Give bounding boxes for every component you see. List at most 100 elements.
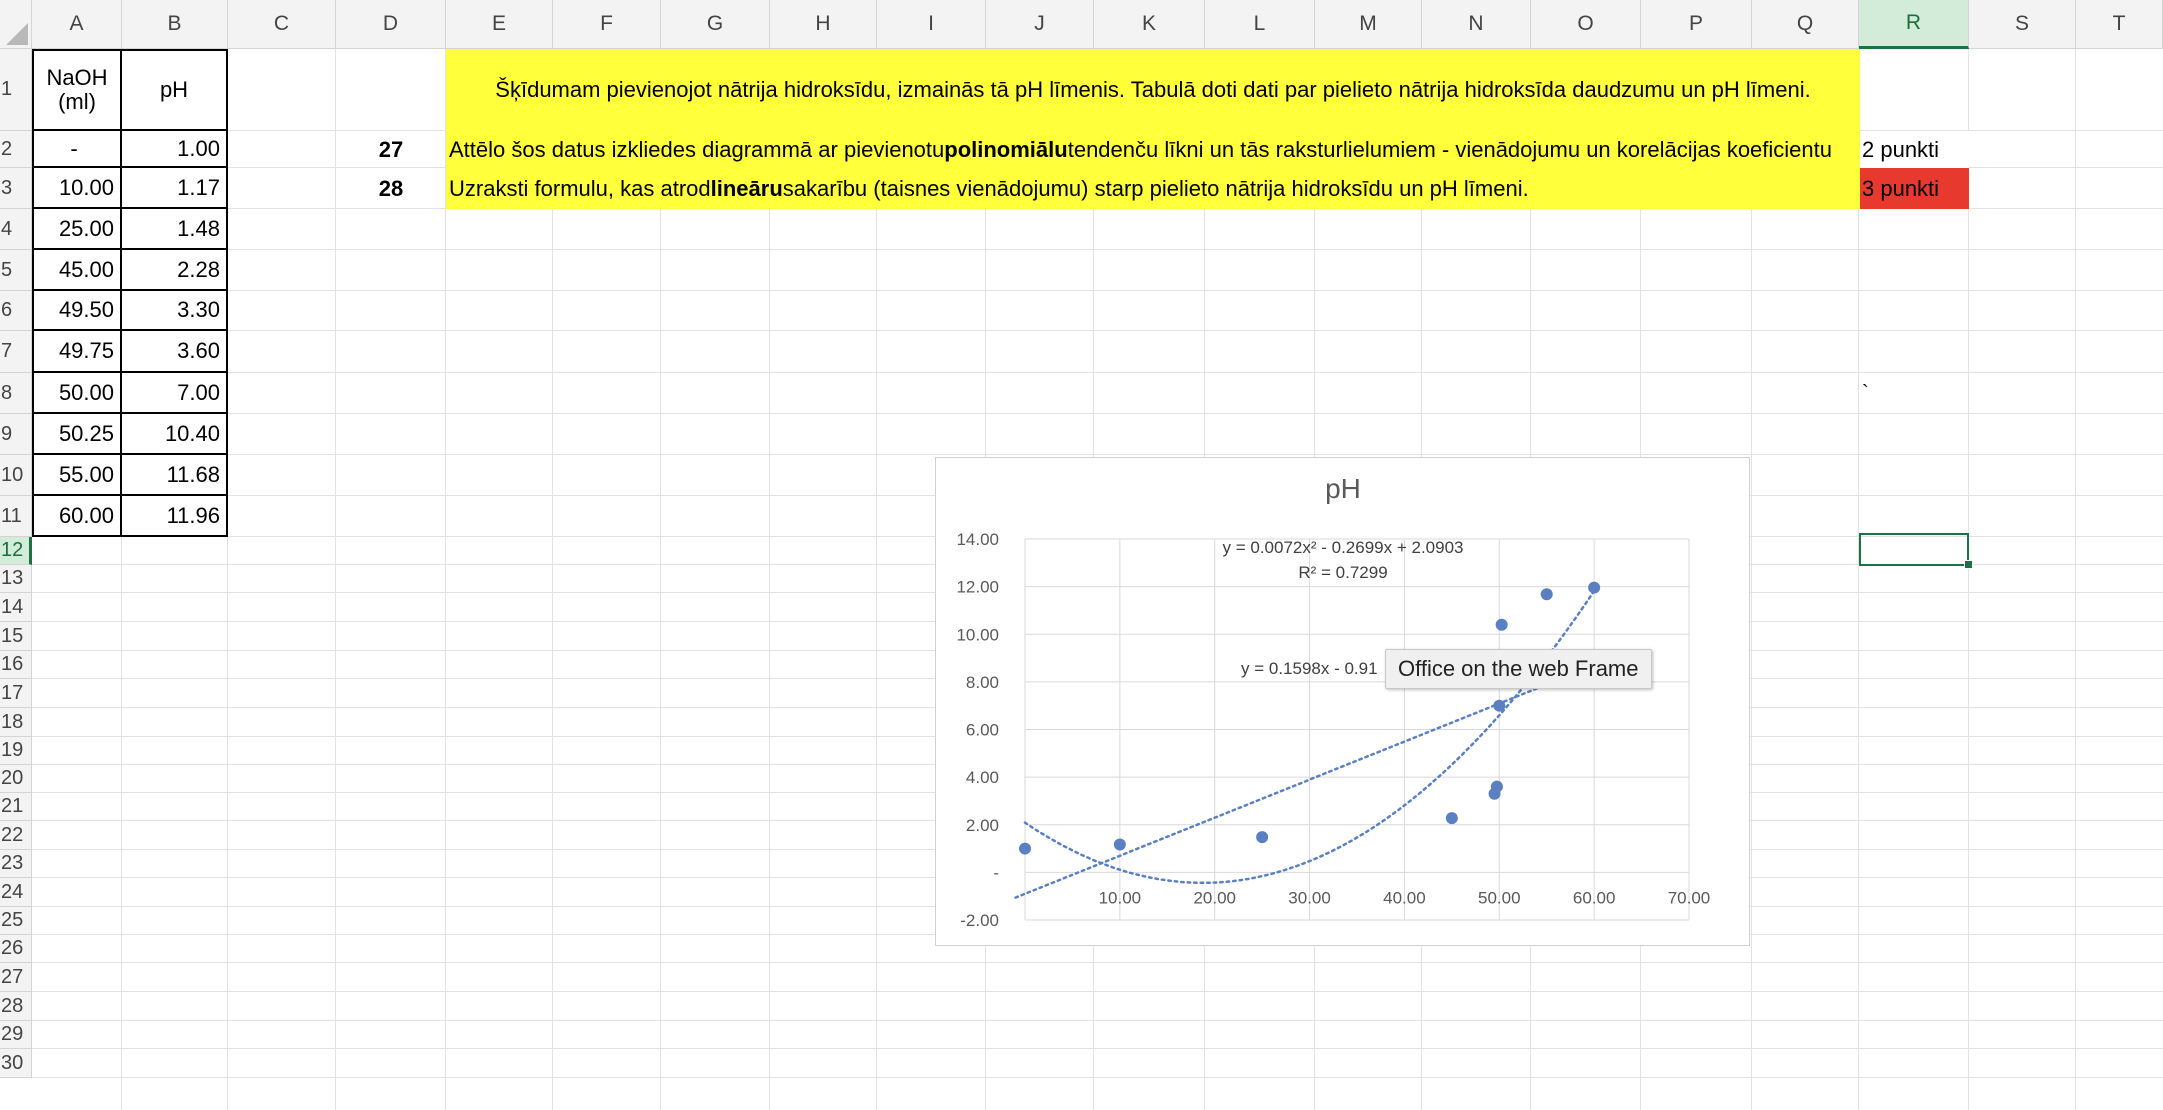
table-cell-naoh[interactable]: 10.00 [32,168,122,209]
column-header-f[interactable]: F [553,0,661,49]
table-cell-naoh[interactable]: 45.00 [32,250,122,291]
table-cell-naoh[interactable]: 49.50 [32,291,122,331]
row-header-24[interactable]: 24 [0,878,32,907]
gridline-horizontal [32,1020,2163,1021]
row-header-3[interactable]: 3 [0,168,32,209]
row-header-4[interactable]: 4 [0,209,32,250]
row-header-2[interactable]: 2 [0,131,32,168]
gridline-vertical [335,49,336,1110]
gridline-vertical [876,49,877,1110]
row-header-13[interactable]: 13 [0,565,32,593]
row-header-17[interactable]: 17 [0,679,32,708]
table-cell-ph[interactable]: 3.60 [122,331,228,373]
chart-x-tick-label: 10.00 [1099,888,1142,907]
gridline-vertical [1968,49,1969,1110]
row-header-14[interactable]: 14 [0,593,32,622]
gridline-horizontal [32,1048,2163,1049]
task-28-number[interactable]: 28 [378,175,404,201]
table-cell-ph[interactable]: 1.48 [122,209,228,250]
column-header-r[interactable]: R [1859,0,1969,49]
gridline-horizontal [32,454,2163,455]
column-header-i[interactable]: I [877,0,986,49]
column-header-g[interactable]: G [661,0,770,49]
chart-data-point [1495,618,1508,631]
tooltip-text: Office on the web Frame [1398,656,1639,681]
row-header-25[interactable]: 25 [0,907,32,935]
task-27-number[interactable]: 27 [378,136,404,162]
task-intro[interactable]: Šķīdumam pievienojot nātrija hidroksīdu,… [446,49,1860,131]
gridline-horizontal [32,1077,2163,1078]
task-28-points[interactable]: 3 punkti [1862,168,1969,209]
row-header-21[interactable]: 21 [0,793,32,821]
column-header-a[interactable]: A [32,0,122,49]
active-cell-r12[interactable] [1859,533,1969,566]
points-28-highlight [1860,168,1969,209]
row-header-29[interactable]: 29 [0,1021,32,1049]
table-cell-ph[interactable]: 7.00 [122,373,228,414]
column-header-d[interactable]: D [336,0,446,49]
column-header-b[interactable]: B [122,0,228,49]
row-header-7[interactable]: 7 [0,331,32,373]
table-cell-ph[interactable]: 2.28 [122,250,228,291]
row-header-1[interactable]: 1 [0,49,32,131]
row-header-5[interactable]: 5 [0,250,32,291]
chart-x-tick-label: 30.00 [1288,888,1331,907]
column-header-q[interactable]: Q [1752,0,1859,49]
column-header-s[interactable]: S [1969,0,2076,49]
table-header-naoh[interactable]: NaOH (ml) [32,49,122,131]
task-27-points[interactable]: 2 punkti [1862,131,1969,168]
row-header-18[interactable]: 18 [0,708,32,737]
gridline-vertical [1858,49,1859,1110]
fill-handle[interactable] [1964,560,1973,569]
column-header-k[interactable]: K [1094,0,1205,49]
column-header-j[interactable]: J [986,0,1094,49]
row-header-15[interactable]: 15 [0,622,32,651]
poly-equation-label: y = 0.0072x² - 0.2699x + 2.0903 [1222,538,1463,557]
table-cell-ph[interactable]: 11.68 [122,455,228,496]
table-cell-ph[interactable]: 1.17 [122,168,228,209]
row-header-23[interactable]: 23 [0,850,32,878]
table-cell-naoh[interactable]: 60.00 [32,496,122,537]
row-header-30[interactable]: 30 [0,1049,32,1078]
column-header-l[interactable]: L [1205,0,1315,49]
chart-x-tick-label: 60.00 [1573,888,1616,907]
column-header-e[interactable]: E [446,0,553,49]
table-cell-ph[interactable]: 11.96 [122,496,228,537]
row-header-26[interactable]: 26 [0,935,32,963]
row-header-20[interactable]: 20 [0,765,32,793]
table-header-ph[interactable]: pH [122,49,228,131]
table-cell-ph[interactable]: 3.30 [122,291,228,331]
task-28-text[interactable]: Uzraksti formulu, kas atrod lineāru saka… [449,168,1860,209]
row-header-12[interactable]: 12 [0,537,32,565]
table-cell-naoh[interactable]: 25.00 [32,209,122,250]
task-27-post: tendenču līkni un tās raksturlielumiem -… [1067,136,1832,162]
column-header-m[interactable]: M [1315,0,1422,49]
table-cell-ph[interactable]: 1.00 [122,131,228,168]
row-header-19[interactable]: 19 [0,737,32,765]
select-all-corner[interactable] [0,0,32,49]
column-header-t[interactable]: T [2076,0,2163,49]
table-cell-naoh[interactable]: 50.00 [32,373,122,414]
row-header-11[interactable]: 11 [0,496,32,537]
column-header-c[interactable]: C [228,0,336,49]
row-header-27[interactable]: 27 [0,963,32,992]
table-cell-naoh[interactable]: 49.75 [32,331,122,373]
task-27-text[interactable]: Attēlo šos datus izkliedes diagrammā ar … [449,131,1860,168]
column-header-p[interactable]: P [1641,0,1752,49]
column-header-n[interactable]: N [1422,0,1531,49]
column-header-h[interactable]: H [770,0,877,49]
ph-scatter-chart[interactable]: pH -2.00-2.00 4.00 6.00 8.00 10.00 12.00 14.00 1… [935,457,1750,946]
row-header-16[interactable]: 16 [0,651,32,679]
column-header-o[interactable]: O [1531,0,1641,49]
table-cell-naoh[interactable]: 50.25 [32,414,122,455]
table-cell-naoh[interactable]: - [32,131,122,168]
row-header-9[interactable]: 9 [0,414,32,455]
table-cell-naoh[interactable]: 55.00 [32,455,122,496]
row-header-10[interactable]: 10 [0,455,32,496]
row-header-22[interactable]: 22 [0,821,32,850]
row-header-8[interactable]: 8 [0,373,32,414]
row-header-28[interactable]: 28 [0,992,32,1021]
table-cell-ph[interactable]: 10.40 [122,414,228,455]
chart-data-point [1493,699,1506,712]
row-header-6[interactable]: 6 [0,291,32,331]
